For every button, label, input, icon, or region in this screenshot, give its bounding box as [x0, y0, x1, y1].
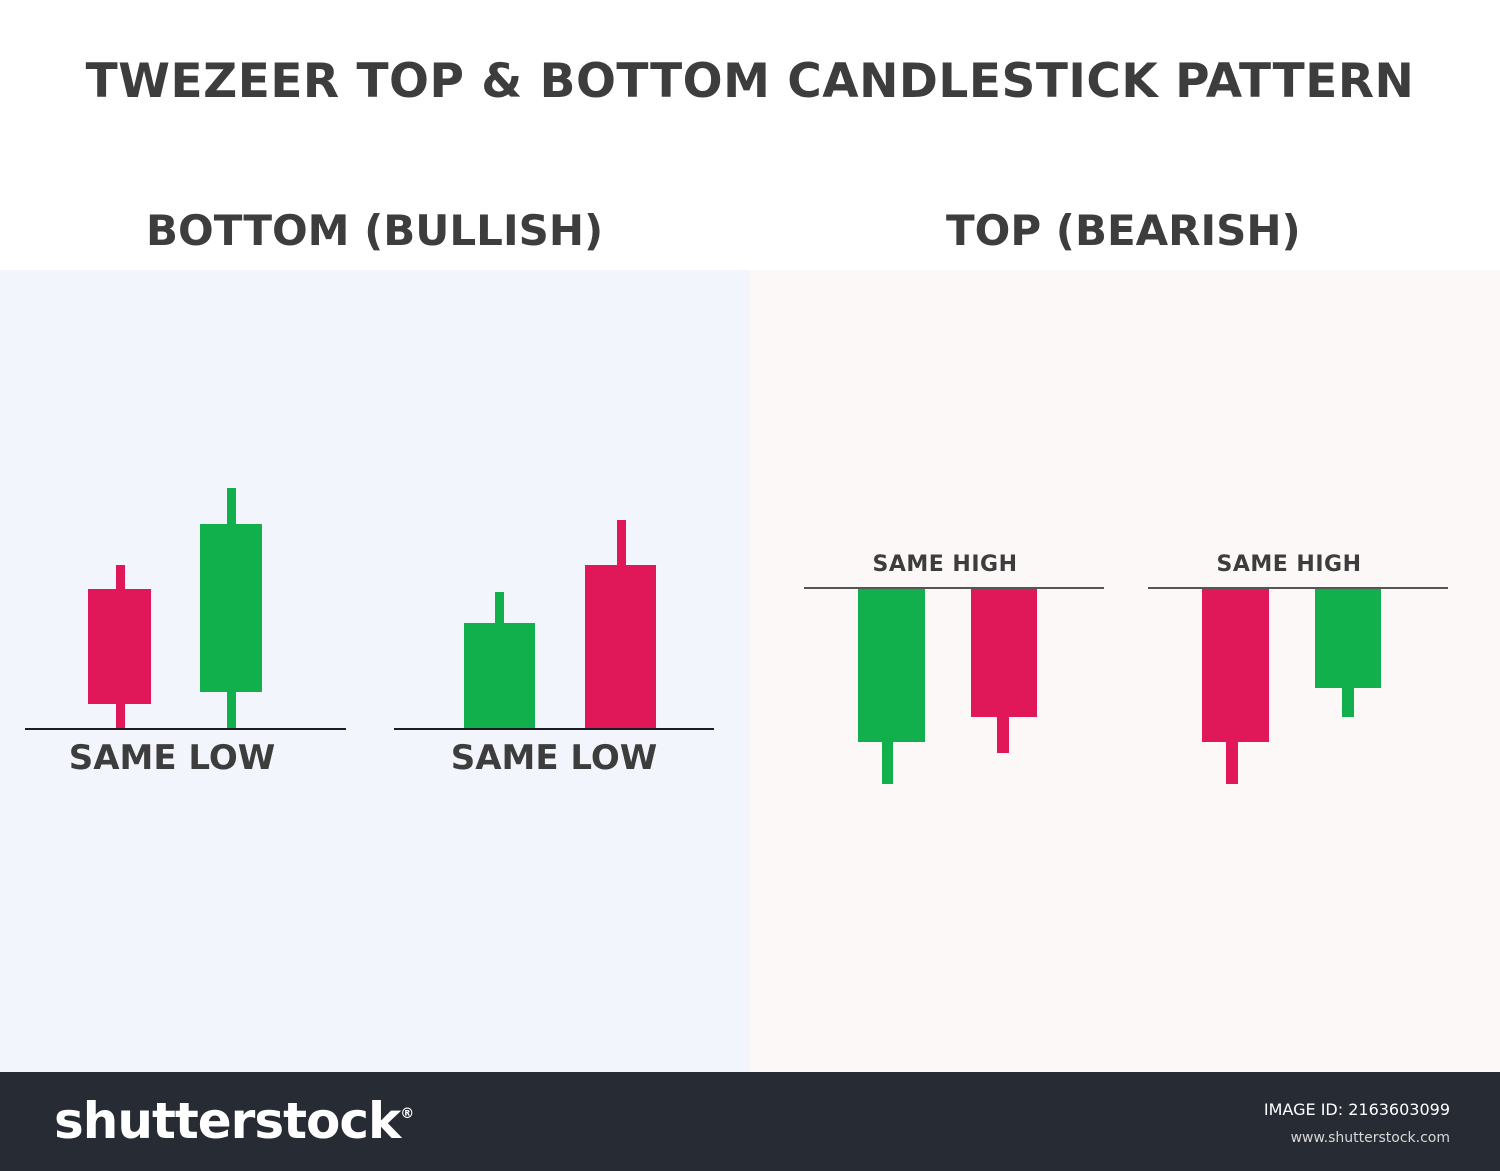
bullish-candle — [1315, 589, 1381, 688]
same-low-line — [394, 728, 714, 730]
bearish-candle — [971, 589, 1037, 717]
footer-bar — [0, 1072, 1500, 1171]
registered-mark-icon: ® — [400, 1106, 414, 1122]
site-url: www.shutterstock.com — [1290, 1130, 1450, 1146]
same-high-line — [804, 587, 1104, 589]
same-high-line — [1148, 587, 1448, 589]
bearish-candle — [585, 565, 656, 729]
bearish-candle-wick — [617, 520, 626, 570]
bullish-candle-wick — [882, 740, 893, 784]
bullish-candle — [200, 524, 262, 692]
same-low-label: SAME LOW — [68, 738, 276, 778]
bullish-candle — [464, 623, 535, 729]
same-low-line — [25, 728, 346, 730]
bearish-candle-wick — [1226, 740, 1238, 784]
same-high-label: SAME HIGH — [872, 552, 1018, 577]
bullish-candle-wick — [1342, 686, 1354, 717]
same-high-label: SAME HIGH — [1216, 552, 1362, 577]
bottom-bullish-heading: BOTTOM (BULLISH) — [146, 206, 604, 255]
image-id: IMAGE ID: 2163603099 — [1263, 1100, 1450, 1119]
bearish-candle — [1202, 589, 1269, 742]
brand-logo: shutterstock® — [54, 1092, 414, 1150]
same-low-label: SAME LOW — [450, 738, 658, 778]
bearish-candle-wick — [997, 715, 1009, 753]
page-title: TWEZEER TOP & BOTTOM CANDLESTICK PATTERN — [85, 54, 1415, 109]
bullish-candle-wick — [495, 592, 504, 628]
top-bearish-heading: TOP (BEARISH) — [946, 206, 1301, 255]
bearish-candle — [88, 589, 151, 704]
bullish-candle — [858, 589, 925, 742]
